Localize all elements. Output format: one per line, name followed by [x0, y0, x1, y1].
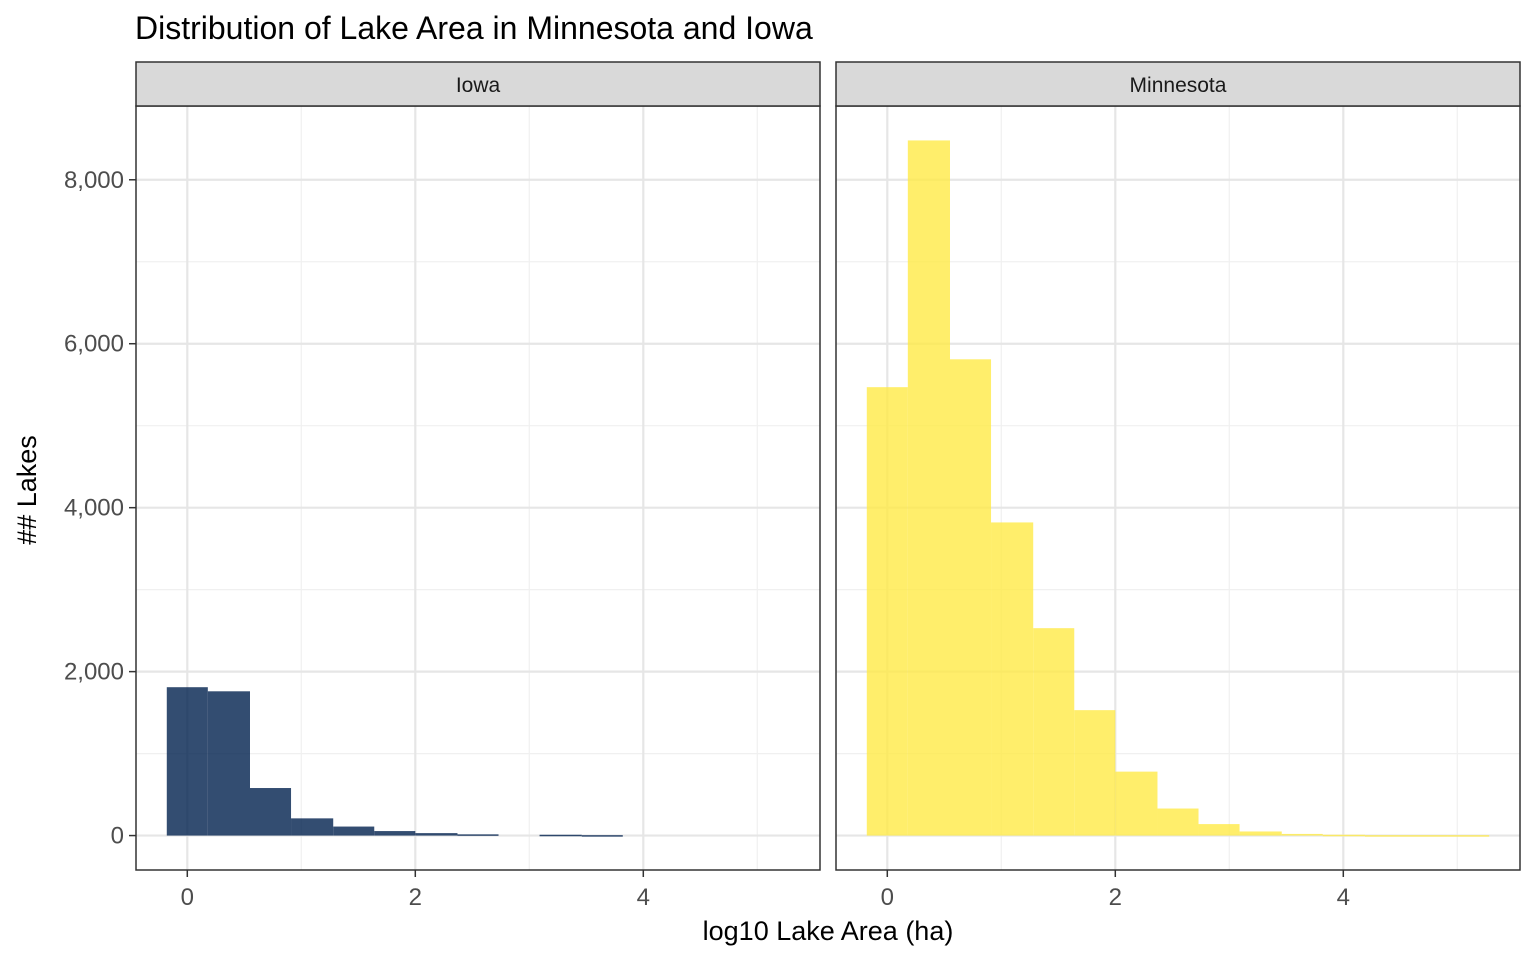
histogram-bar — [581, 835, 623, 837]
histogram-bar — [374, 831, 416, 836]
facet-strip-label: Minnesota — [1130, 74, 1227, 97]
x-tick-label: 0 — [881, 884, 894, 911]
histogram-bar — [1074, 710, 1116, 836]
histogram-bar — [539, 834, 582, 837]
x-tick-label: 2 — [1109, 884, 1122, 911]
histogram-bar — [457, 834, 499, 836]
histogram-bar — [333, 826, 375, 836]
x-tick-label: 2 — [409, 884, 422, 911]
histogram-bar — [1033, 628, 1075, 836]
y-tick-label: 2,000 — [64, 659, 124, 686]
y-tick-label: 6,000 — [64, 331, 124, 358]
y-tick-label: 4,000 — [64, 495, 124, 522]
panel-iowa: Iowa 0 2 4 0 2,000 4,000 6,000 8,000 — [64, 61, 821, 911]
histogram-bar — [991, 522, 1034, 836]
y-axis-title: ## Lakes — [12, 435, 42, 545]
histogram-bar — [1406, 835, 1448, 837]
facet-strip — [135, 61, 821, 107]
histogram-bar — [1157, 808, 1199, 836]
histogram-bar — [1364, 835, 1406, 837]
x-axis-title: log10 Lake Area (ha) — [703, 916, 954, 946]
y-tick-label: 8,000 — [64, 167, 124, 194]
histogram-bar — [866, 387, 908, 836]
histogram-bar — [1239, 831, 1282, 836]
chart-title: Distribution of Lake Area in Minnesota a… — [135, 10, 813, 46]
histogram-bar — [1281, 833, 1323, 836]
histogram-bar — [1198, 824, 1240, 836]
histogram-bar — [166, 687, 208, 836]
histogram-bar — [1115, 771, 1158, 836]
histogram-bar — [1322, 834, 1365, 837]
facet-panels: Iowa 0 2 4 0 2,000 4,000 6,000 8,000 Minnesota 0 2 4 — [64, 61, 1521, 911]
histogram-bar — [250, 788, 292, 836]
x-tick-label: 4 — [1337, 884, 1350, 911]
histogram-bar — [415, 833, 458, 836]
facet-strip-label: Iowa — [456, 74, 501, 97]
x-tick-label: 4 — [637, 884, 650, 911]
panel-minnesota: Minnesota 0 2 4 — [835, 61, 1521, 911]
y-tick-label: 0 — [111, 823, 124, 850]
x-tick-label: 0 — [181, 884, 194, 911]
histogram-bar — [907, 140, 950, 836]
facet-strip — [835, 61, 1521, 107]
histogram-bar — [291, 818, 334, 836]
histogram-bar — [1447, 835, 1490, 837]
histogram-bar — [950, 359, 992, 836]
histogram-bar — [207, 691, 250, 836]
